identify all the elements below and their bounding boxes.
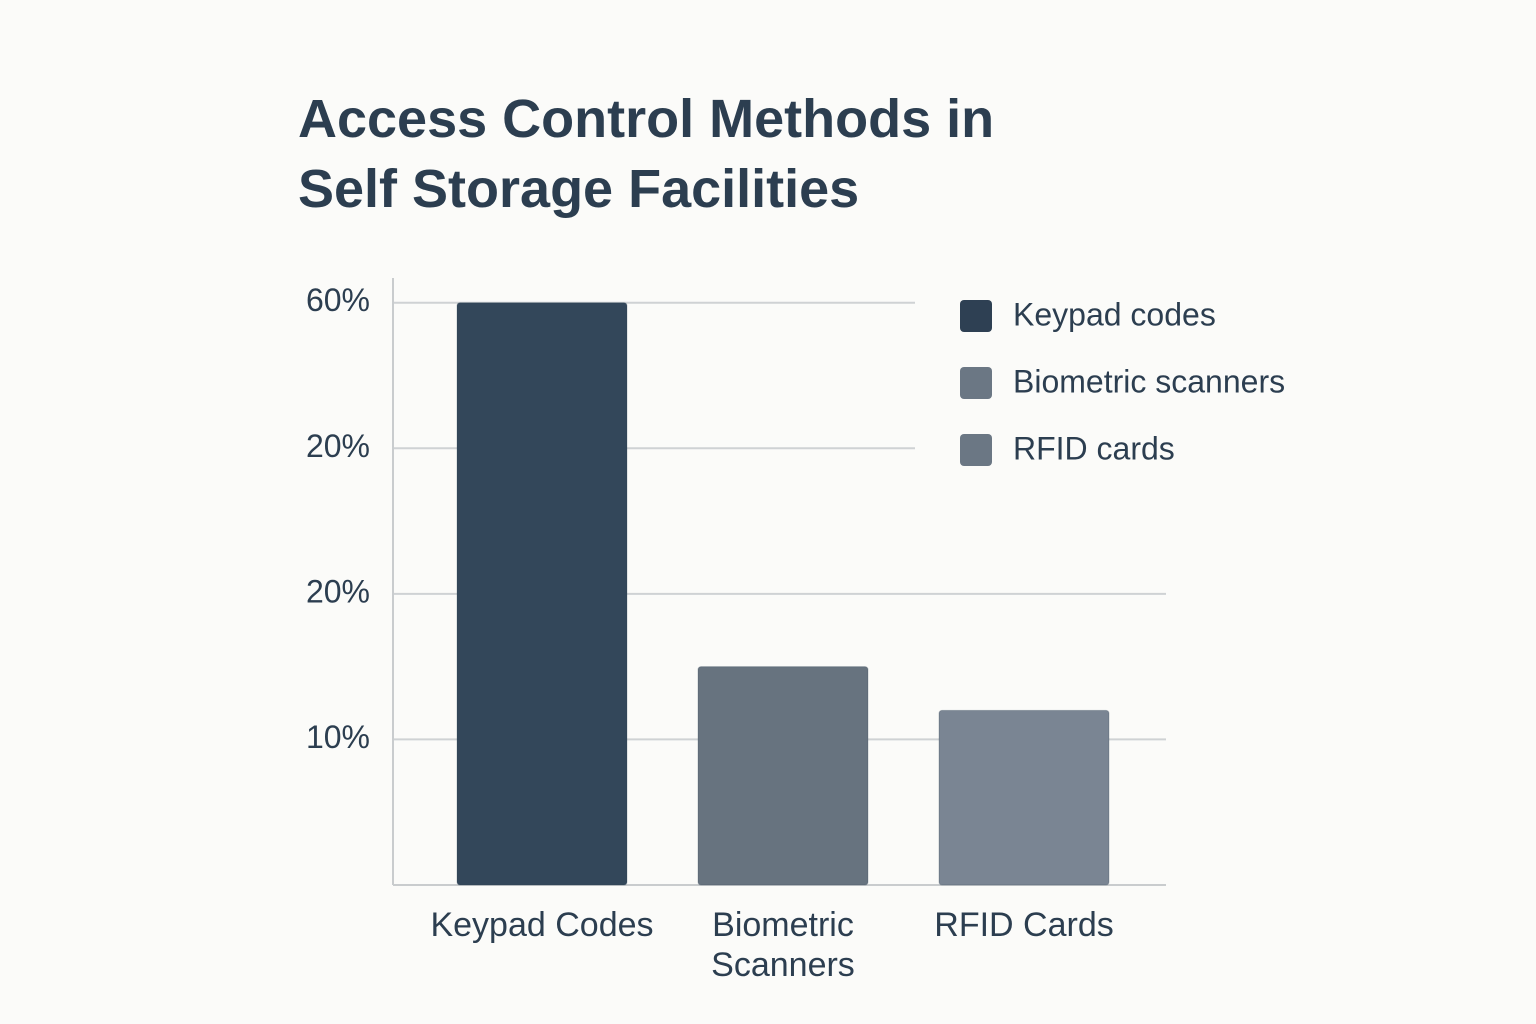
x-tick-label: Keypad Codes [430, 906, 654, 944]
legend-swatch [960, 300, 992, 332]
bar [697, 666, 869, 886]
legend-label: Biometric scanners [1013, 363, 1285, 399]
x-tick-label: RFID Cards [934, 906, 1114, 944]
y-tick-label: 60% [306, 282, 370, 318]
y-tick-label: 10% [306, 719, 370, 755]
x-tick-label: Biometric Scanners [711, 906, 855, 984]
legend-label: Keypad codes [1013, 296, 1216, 332]
bar [938, 709, 1110, 886]
chart-title: Access Control Methods in Self Storage F… [298, 89, 995, 219]
legend-label: RFID cards [1013, 430, 1175, 466]
y-tick-label: 20% [306, 428, 370, 464]
legend-swatch [960, 434, 992, 466]
legend-swatch [960, 367, 992, 399]
bar [456, 302, 628, 886]
y-tick-label: 20% [306, 573, 370, 609]
